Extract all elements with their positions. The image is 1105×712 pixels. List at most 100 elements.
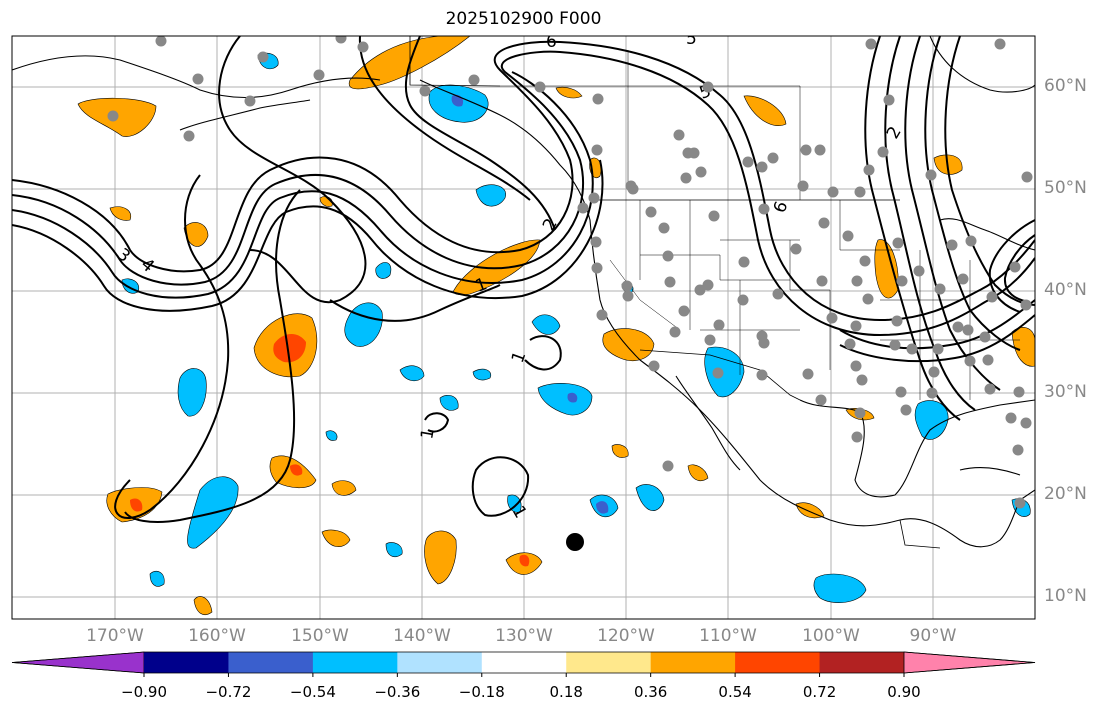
station-dot: [257, 51, 269, 63]
state-borders: [500, 50, 1020, 400]
colorbar-tick-label: −0.54: [289, 683, 336, 701]
station-dot: [934, 283, 946, 295]
station-dot: [357, 41, 369, 53]
station-dot: [591, 262, 603, 274]
station-dot: [702, 279, 714, 291]
station-dot: [851, 431, 863, 443]
contour-label: 1: [417, 427, 439, 441]
colorbar-extend-low: [11, 651, 145, 674]
latitude-label: 10°N: [1044, 586, 1087, 606]
station-dot: [192, 73, 204, 85]
station-dot: [664, 276, 676, 288]
station-dot: [694, 284, 706, 296]
station-dot: [982, 354, 994, 366]
latitude-label: 20°N: [1044, 484, 1087, 504]
station-dot: [1013, 386, 1025, 398]
station-dot: [891, 315, 903, 327]
station-dot: [596, 309, 608, 321]
station-dot: [926, 387, 938, 399]
state-line: [789, 240, 831, 370]
anomaly-core: [567, 392, 578, 403]
contour-line: [944, 36, 1035, 306]
station-dot: [758, 203, 770, 215]
anomaly-blob: [704, 346, 745, 398]
station-dot: [826, 312, 838, 324]
colorbar-segment: [566, 652, 652, 673]
contour-label: 5: [686, 29, 697, 49]
observation-stations: [107, 36, 1033, 509]
anomaly-blob: [331, 480, 357, 496]
station-dot: [680, 172, 692, 184]
coastlines: [12, 36, 1035, 548]
station-dot: [986, 291, 998, 303]
colorbar-tick-label: −0.36: [374, 683, 421, 701]
station-dot: [965, 235, 977, 247]
station-dot: [244, 95, 256, 107]
station-dot: [107, 110, 119, 122]
station-dot: [957, 273, 969, 285]
anomaly-core: [596, 501, 609, 514]
station-dot: [994, 38, 1006, 50]
contour-line: [12, 40, 1035, 322]
station-dot: [713, 319, 725, 331]
station-dot: [946, 239, 958, 251]
baja-coast: [675, 375, 741, 471]
station-dot: [621, 280, 633, 292]
contour-line: [839, 314, 1035, 363]
station-dot: [854, 186, 866, 198]
anomaly-blob: [183, 222, 209, 247]
longitude-label: 110°W: [699, 626, 757, 646]
station-dot: [913, 265, 925, 277]
anomaly-blob: [109, 206, 132, 221]
colorbar-tick-label: −0.90: [121, 683, 167, 701]
location-marker: [566, 533, 584, 551]
colorbar-tick-label: −0.18: [458, 683, 505, 701]
station-dot: [850, 320, 862, 332]
station-dot: [155, 36, 167, 47]
station-dot: [815, 394, 827, 406]
latitude-label: 40°N: [1044, 280, 1087, 300]
station-dot: [883, 94, 895, 106]
station-dot: [658, 222, 670, 234]
station-dot: [952, 321, 964, 333]
alaska-coast: [12, 55, 381, 99]
station-dot: [877, 146, 889, 158]
anomaly-core: [273, 333, 306, 363]
anomaly-blob: [325, 430, 338, 441]
latitude-label: 60°N: [1044, 76, 1087, 96]
station-dot: [928, 366, 940, 378]
station-dot: [648, 360, 660, 372]
station-dot: [742, 156, 754, 168]
station-dot: [708, 210, 720, 222]
contour-line: [404, 36, 556, 231]
anomaly-blob: [193, 596, 213, 615]
colorbar-segment: [228, 652, 314, 673]
negative-anomaly-areas: [121, 52, 1031, 603]
station-dot: [588, 192, 600, 204]
contour-label: 6: [546, 32, 557, 52]
station-dot: [673, 129, 685, 141]
colorbar-segment: [735, 652, 821, 673]
anomaly-blob: [177, 368, 207, 417]
station-dot: [889, 339, 901, 351]
station-dot: [767, 152, 779, 164]
contour-line: [12, 159, 604, 312]
anomaly-blob: [602, 328, 655, 361]
longitude-label: 150°W: [291, 626, 349, 646]
station-dot: [800, 144, 812, 156]
station-dot: [854, 407, 866, 419]
colorbar-segment: [397, 652, 483, 673]
station-dot: [850, 360, 862, 372]
station-dot: [662, 460, 674, 472]
contour-line: [471, 456, 530, 517]
anomaly-blob: [555, 86, 583, 99]
longitude-label: 170°W: [86, 626, 144, 646]
station-dot: [737, 294, 749, 306]
longitude-label: 160°W: [188, 626, 246, 646]
colorbar-segment: [144, 652, 229, 673]
station-dot: [797, 180, 809, 192]
mexico-south-border: [899, 519, 941, 549]
anomaly-blob: [743, 95, 787, 126]
station-dot: [925, 169, 937, 181]
